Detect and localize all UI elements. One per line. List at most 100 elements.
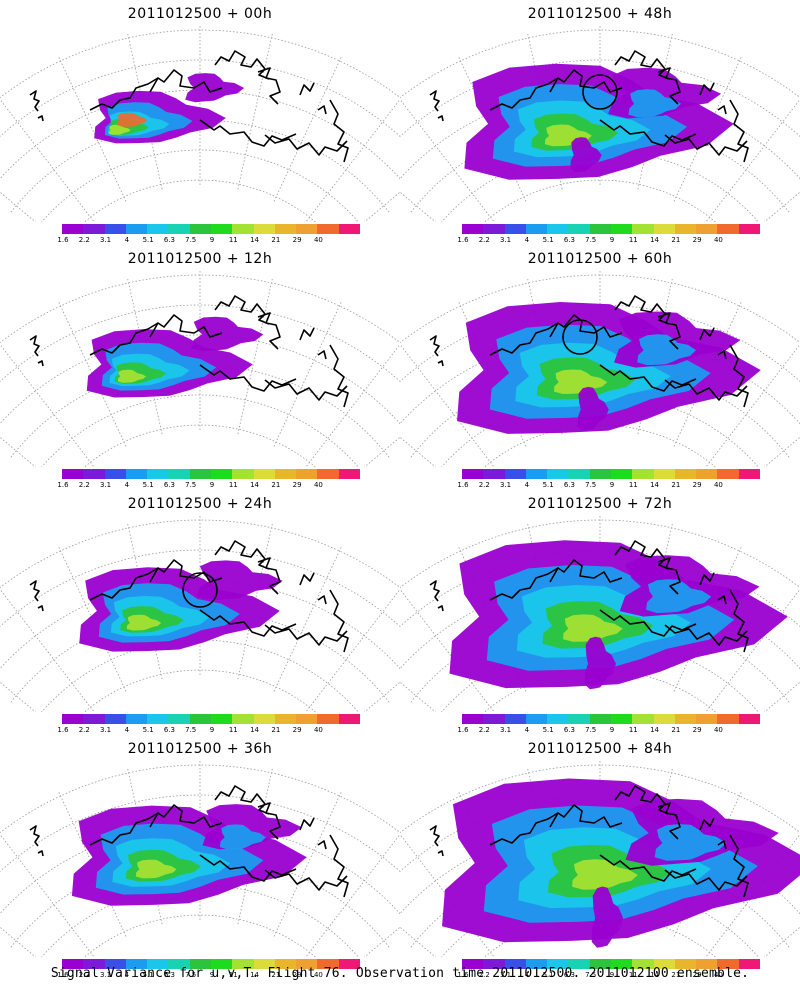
colorbar-swatch: [210, 469, 233, 479]
colorbar-tick-label: 40: [713, 236, 723, 244]
colorbar-tick-label: 2.2: [478, 481, 490, 489]
colorbar-swatch: [632, 469, 654, 479]
colorbar-swatch: [189, 469, 211, 479]
coastlines: [429, 785, 749, 898]
colorbar-tick-label: 1.6: [57, 481, 69, 489]
observation-circle: [562, 319, 598, 355]
colorbar-swatch: [104, 224, 126, 234]
colorbar-swatch: [338, 714, 360, 724]
colorbar-swatch: [83, 714, 105, 724]
colorbar-swatch: [296, 959, 318, 969]
panel-title: 2011012500 + 36h: [127, 741, 273, 757]
colorbar-swatch: [653, 714, 675, 724]
colorbar-swatch: [104, 714, 126, 724]
colorbar-tick-label: 11: [228, 236, 238, 244]
colorbar-tick-label: 7.5: [185, 726, 197, 734]
colorbar-swatch: [696, 224, 718, 234]
coastlines: [29, 785, 349, 898]
colorbar-tick-label: 2.2: [478, 971, 490, 979]
colorbar-swatch: [632, 959, 654, 969]
colorbar-tick-label: 11: [628, 481, 638, 489]
colorbar-tick-label: 4: [124, 481, 130, 489]
colorbar-swatch: [653, 959, 675, 969]
graticule: [0, 25, 400, 222]
colorbar-swatch: [317, 224, 339, 234]
colorbar: [62, 959, 360, 969]
colorbar-tick-label: 21: [271, 236, 281, 244]
colorbar-tick-label: 40: [313, 726, 323, 734]
colorbar-swatch: [147, 959, 169, 969]
colorbar-swatch: [717, 959, 739, 969]
colorbar-labels: 1.6 2.2 3.1 4 5.1 6.3 7.5 9 11 14 21 29 40: [457, 971, 760, 980]
colorbar-swatch: [610, 224, 633, 234]
colorbar-swatch: [610, 469, 633, 479]
colorbar-swatch: [525, 224, 548, 234]
colorbar-tick-label: 11: [228, 971, 238, 979]
coastlines: [29, 295, 349, 408]
colorbar-swatch: [62, 469, 84, 479]
colorbar-tick-label: 6.3: [563, 236, 575, 244]
colorbar-tick-label: 5.1: [542, 481, 554, 489]
colorbar-swatch: [232, 714, 254, 724]
colorbar-tick-label: 7.5: [585, 481, 597, 489]
colorbar-tick-label: 14: [250, 726, 260, 734]
colorbar-tick-label: 9: [209, 971, 215, 979]
variance-field: [71, 804, 307, 906]
colorbar-swatch: [125, 224, 148, 234]
colorbar: [462, 469, 760, 479]
colorbar-tick-label: 9: [209, 481, 215, 489]
colorbar-tick-label: 21: [671, 236, 681, 244]
colorbar-swatch: [104, 959, 126, 969]
colorbar-tick-label: 6.3: [563, 971, 575, 979]
colorbar-swatch: [168, 224, 190, 234]
coastlines: [29, 50, 349, 163]
graticule: [400, 25, 800, 222]
colorbar-swatch: [317, 714, 339, 724]
colorbar-swatch: [274, 469, 297, 479]
colorbar-tick-label: 29: [692, 726, 702, 734]
colorbar-tick-label: 14: [650, 236, 660, 244]
colorbar-tick-label: 40: [313, 971, 323, 979]
colorbar-swatch: [483, 714, 505, 724]
colorbar-swatch: [462, 469, 484, 479]
colorbar-tick-label: 7.5: [585, 236, 597, 244]
colorbar-tick-label: 3.1: [99, 481, 112, 489]
colorbar: [62, 714, 360, 724]
colorbar-swatch: [125, 714, 148, 724]
colorbar-tick-label: 2.2: [478, 726, 490, 734]
colorbar-swatch: [717, 469, 739, 479]
colorbar-swatch: [147, 224, 169, 234]
figure-caption: Signal Variance for u,v,T. Flight 76. Ob…: [50, 966, 750, 981]
colorbar-swatch: [274, 224, 297, 234]
colorbar-swatch: [210, 224, 233, 234]
colorbar-tick-label: 14: [250, 236, 260, 244]
colorbar-labels: 1.6 2.2 3.1 4 5.1 6.3 7.5 9 11 14 21 29 40: [457, 236, 760, 245]
colorbar-swatch: [738, 224, 760, 234]
panel-title: 2011012500 + 60h: [527, 251, 673, 267]
colorbar-tick-label: 29: [292, 971, 302, 979]
colorbar-tick-label: 4: [524, 726, 530, 734]
colorbar-tick-label: 4: [124, 971, 130, 979]
colorbar-swatch: [717, 224, 739, 234]
colorbar-labels: 1.6 2.2 3.1 4 5.1 6.3 7.5 9 11 14 21 29 40: [57, 971, 360, 980]
colorbar: [462, 714, 760, 724]
colorbar-swatch: [274, 714, 297, 724]
colorbar-swatch: [189, 224, 211, 234]
panel-title: 2011012500 + 48h: [527, 6, 673, 22]
colorbar-tick-label: 6.3: [563, 481, 575, 489]
colorbar-tick-label: 1.6: [457, 971, 469, 979]
colorbar-swatch: [317, 959, 339, 969]
colorbar-tick-label: 11: [628, 236, 638, 244]
colorbar-tick-label: 4: [124, 726, 130, 734]
colorbar-swatch: [210, 959, 233, 969]
colorbar-swatch: [589, 714, 611, 724]
polar-map: [400, 25, 800, 222]
colorbar-tick-label: 40: [313, 481, 323, 489]
variance-field: [464, 63, 734, 180]
map-panel-12h: 2011012500 + 12h 1.6 2.2 3.1 4 5.1 6.3 7.5 9 11 14…: [0, 245, 400, 490]
colorbar-tick-label: 29: [292, 726, 302, 734]
colorbar-swatch: [504, 714, 526, 724]
panel-title: 2011012500 + 84h: [527, 741, 673, 757]
variance-field: [449, 540, 788, 690]
